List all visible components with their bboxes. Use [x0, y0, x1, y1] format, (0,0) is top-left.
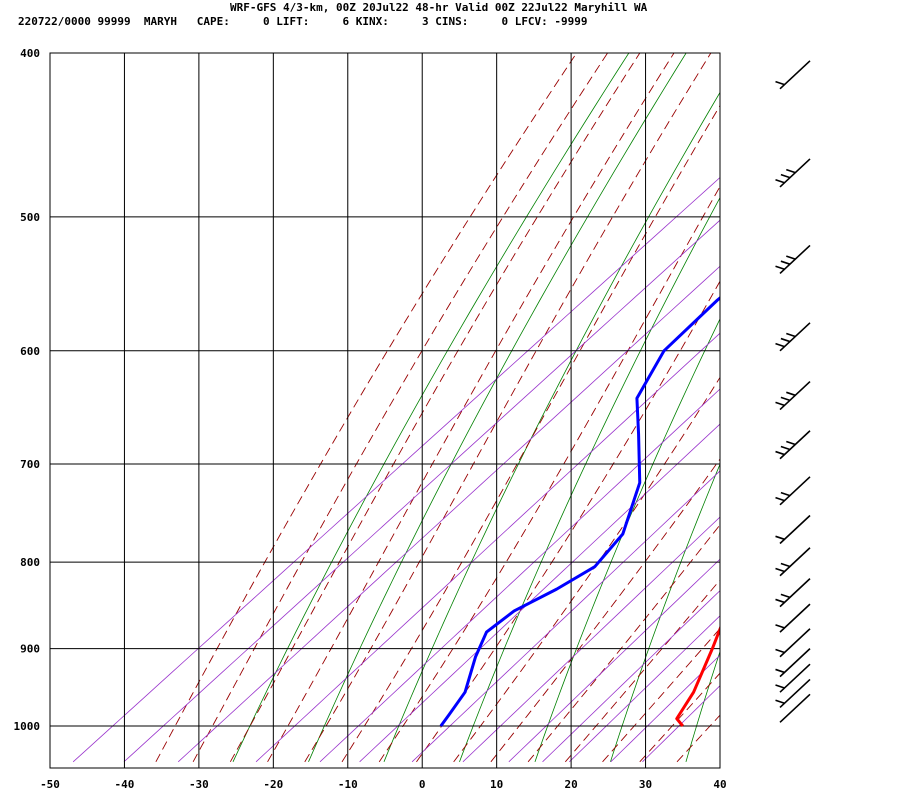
moist-adiabat-line — [341, 104, 720, 763]
wind-barb — [775, 476, 811, 506]
wind-barb — [775, 648, 811, 678]
dry-adiabat-line — [837, 34, 900, 761]
moist-adiabat-line — [304, 53, 712, 763]
chart-title: WRF-GFS 4/3-km, 00Z 20Jul22 48-hr Valid … — [230, 1, 648, 14]
wind-barb — [775, 381, 811, 411]
moist-adiabat-line — [490, 458, 720, 763]
mixing-ratio-line — [411, 470, 720, 763]
wind-barb — [775, 578, 811, 608]
mixing-ratio-line — [508, 558, 720, 763]
wind-barbs — [775, 60, 811, 723]
dry-adiabat-line — [685, 650, 720, 762]
wind-barb — [775, 60, 811, 90]
moist-adiabat-line — [192, 53, 609, 763]
dry-adiabat-line — [534, 318, 720, 762]
moist-adiabat-line — [267, 53, 675, 763]
moist-adiabat-line — [155, 53, 578, 763]
moist-adiabat-line — [639, 672, 720, 763]
moist-adiabat-line — [453, 376, 720, 763]
wind-barb — [775, 678, 811, 708]
x-axis-ticks: -50 -40 -30 -20 -10 0 10 20 30 40 — [40, 778, 727, 791]
mixing-ratio-line — [462, 516, 720, 763]
data-series — [439, 295, 720, 727]
temperature-line — [675, 625, 720, 727]
wind-barb — [775, 244, 811, 275]
dry-adiabat-line — [610, 463, 720, 762]
mixing-ratio-line — [569, 615, 720, 763]
x-tick-label: 20 — [564, 778, 577, 791]
wind-barb — [775, 158, 811, 188]
background-lines — [72, 34, 900, 763]
y-tick-label: 500 — [20, 211, 40, 224]
plot-frame — [49, 52, 721, 769]
moist-adiabat-line — [378, 185, 720, 763]
x-tick-label: 40 — [713, 778, 726, 791]
x-tick-label: 10 — [490, 778, 503, 791]
y-tick-label: 800 — [20, 556, 40, 569]
x-tick-label: 30 — [639, 778, 652, 791]
mixing-ratio-line — [177, 265, 720, 763]
x-tick-label: 0 — [419, 778, 426, 791]
x-tick-label: -40 — [115, 778, 135, 791]
mixing-ratio-line — [642, 685, 720, 763]
grid — [49, 52, 721, 768]
y-tick-label: 700 — [20, 458, 40, 471]
wind-barb — [775, 628, 811, 658]
y-axis-ticks: 400 500 600 700 800 900 1000 — [14, 47, 41, 733]
wind-barb — [775, 430, 811, 460]
mixing-ratio-line — [610, 654, 720, 763]
mixing-ratio-line — [319, 388, 720, 763]
y-tick-label: 900 — [20, 643, 40, 656]
mixing-ratio-line — [542, 590, 720, 763]
wind-barb — [775, 322, 811, 352]
moist-adiabat-line — [229, 53, 641, 763]
sounding-stats: 220722/0000 99999 MARYH CAPE: 0 LIFT: 6 … — [18, 15, 588, 28]
mixing-ratio-line — [255, 332, 720, 763]
moist-adiabat-line — [564, 579, 720, 763]
y-tick-label: 600 — [20, 345, 40, 358]
x-tick-label: -10 — [338, 778, 358, 791]
x-tick-label: -50 — [40, 778, 60, 791]
wind-barb — [779, 693, 811, 723]
wind-barb — [775, 547, 811, 577]
x-tick-label: -30 — [189, 778, 209, 791]
moist-adiabat-line — [527, 524, 720, 763]
y-tick-label: 1000 — [14, 720, 41, 733]
wind-barb — [775, 603, 811, 633]
moist-adiabat-line — [416, 280, 720, 763]
wind-barb — [775, 514, 811, 545]
mixing-ratio-line — [123, 219, 720, 763]
y-tick-label: 400 — [20, 47, 40, 60]
dewpoint-line — [439, 295, 720, 727]
mixing-ratio-line — [359, 423, 720, 763]
wind-barb — [775, 663, 811, 693]
x-tick-label: -20 — [263, 778, 283, 791]
dry-adiabat-line — [308, 53, 687, 762]
chart-header: WRF-GFS 4/3-km, 00Z 20Jul22 48-hr Valid … — [0, 0, 900, 40]
